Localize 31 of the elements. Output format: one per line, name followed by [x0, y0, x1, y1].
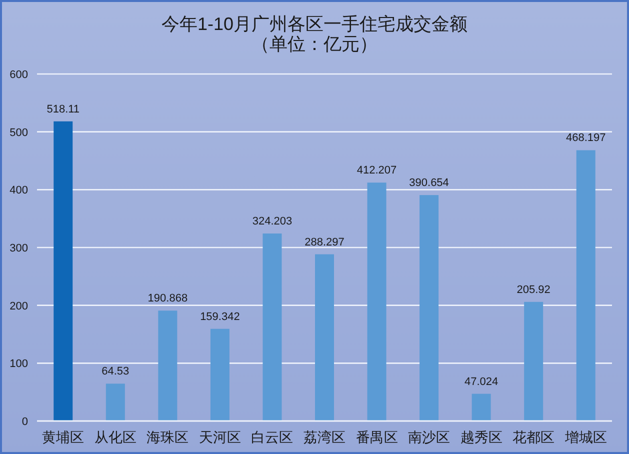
x-tick-label: 海珠区	[146, 429, 189, 445]
y-tick-label: 0	[22, 416, 28, 428]
y-tick-label: 200	[10, 300, 28, 312]
y-tick-label: 100	[10, 358, 28, 370]
chart-subtitle: （单位：亿元）	[252, 34, 378, 54]
x-tick-label: 番禺区	[356, 429, 398, 445]
x-tick-label: 花都区	[512, 429, 555, 445]
x-tick-label: 天河区	[198, 429, 241, 445]
data-label: 47.024	[464, 376, 498, 388]
data-label: 288.297	[304, 236, 344, 248]
y-tick-label: 400	[10, 184, 28, 197]
x-tick-label: 南沙区	[408, 429, 450, 445]
data-label: 324.203	[252, 216, 292, 228]
data-label: 159.342	[200, 310, 240, 323]
chart-title: 今年1-10月广州各区一手住宅成交金额	[161, 14, 468, 34]
data-label: 468.197	[566, 132, 606, 144]
y-tick-label: 300	[10, 242, 28, 254]
data-label: 518.11	[46, 103, 80, 116]
data-label: 205.92	[516, 284, 550, 296]
data-label: 412.207	[356, 164, 397, 177]
x-tick-label: 荔湾区	[304, 429, 346, 445]
y-tick-label: 600	[10, 69, 28, 81]
x-tick-label: 白云区	[251, 429, 294, 445]
x-tick-label: 越秀区	[460, 429, 502, 445]
x-tick-label: 增城区	[564, 429, 607, 445]
y-tick-label: 500	[10, 126, 28, 139]
x-tick-label: 黄埔区	[42, 429, 84, 445]
data-label: 190.868	[148, 292, 188, 305]
x-tick-label: 从化区	[94, 429, 136, 445]
data-label: 64.53	[102, 366, 130, 378]
data-label: 390.654	[409, 177, 449, 190]
